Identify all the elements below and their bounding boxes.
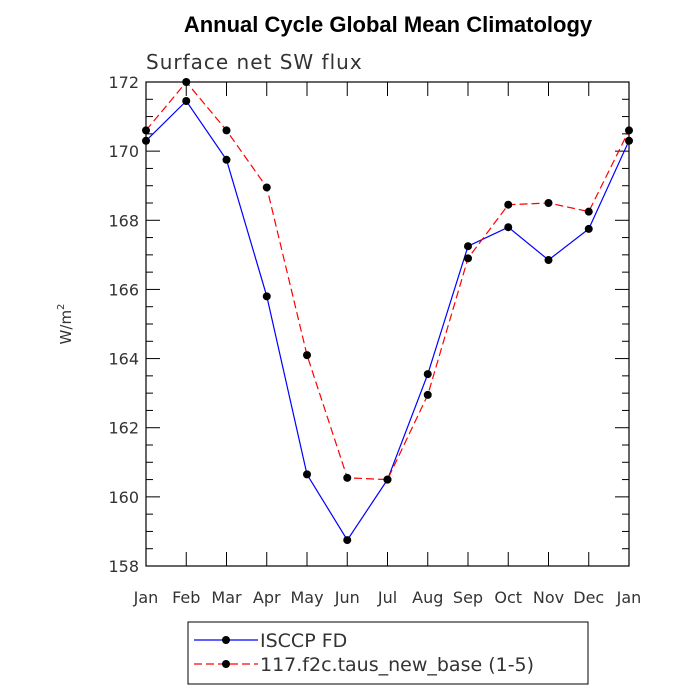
- series-1-point: [544, 256, 553, 265]
- series-2-point: [423, 390, 432, 399]
- series-2-point: [343, 473, 352, 482]
- series-1-point: [423, 370, 432, 379]
- x-tick-label: Sep: [453, 588, 483, 607]
- y-tick-label: 166: [108, 280, 139, 299]
- series-2-point: [464, 254, 472, 263]
- y-tick-label: 168: [108, 211, 139, 230]
- y-tick-label: 158: [108, 557, 139, 576]
- x-tick-label: Jan: [616, 588, 642, 607]
- x-tick-label: Jul: [377, 588, 397, 607]
- series-2-point: [504, 200, 513, 209]
- x-tick-label: Mar: [211, 588, 242, 607]
- x-tick-label: Dec: [573, 588, 604, 607]
- x-tick-label: Jun: [334, 588, 360, 607]
- legend-label-2: 117.f2c.taus_new_base (1-5): [260, 654, 534, 676]
- x-tick-label: Aug: [412, 588, 443, 607]
- series-2-point: [303, 351, 311, 360]
- y-tick-label: 160: [108, 488, 139, 507]
- x-tick-label: Oct: [494, 588, 522, 607]
- plot-area: 158 160 162 164 166 168 170 172 Jan Feb Mar Apr May J…: [108, 73, 641, 607]
- legend-box: [187, 621, 589, 685]
- series-1-point: [504, 223, 513, 232]
- y-axis-label: W/m2: [56, 304, 75, 345]
- series-1-point: [303, 470, 311, 479]
- legend-marker-1: [222, 636, 230, 644]
- series-line-1: [145, 100, 630, 542]
- y-axis-label-superscript: 2: [56, 304, 67, 310]
- series-1-point: [182, 97, 191, 106]
- chart-title: Annual Cycle Global Mean Climatology: [184, 12, 593, 37]
- svg-text:W/m2: W/m2: [56, 304, 75, 345]
- series-1-point: [222, 155, 231, 164]
- x-tick-label: Jan: [133, 588, 159, 607]
- series-1-point: [584, 224, 593, 233]
- series-2-point: [222, 126, 231, 135]
- legend-label-1: ISCCP FD: [260, 630, 347, 652]
- series-line-2: [145, 81, 630, 481]
- chart-subtitle: Surface net SW flux: [146, 50, 363, 74]
- y-tick-label: 170: [108, 142, 139, 161]
- series-2-point: [383, 475, 392, 484]
- plot-frame: [145, 81, 630, 567]
- y-tick-label: 164: [108, 350, 139, 369]
- legend-marker-2: [222, 660, 230, 668]
- x-tick-label: Apr: [253, 588, 281, 607]
- y-tick-label: 162: [108, 419, 139, 438]
- series-1-point: [464, 242, 472, 251]
- y-tick-label: 172: [108, 73, 139, 92]
- x-tick-label: Feb: [172, 588, 200, 607]
- series-2-point: [544, 199, 553, 207]
- series-1-point: [343, 536, 352, 545]
- series-2-point: [262, 183, 271, 192]
- series-1-point: [262, 292, 271, 301]
- x-tick-label: Nov: [533, 588, 564, 607]
- series-2-point: [584, 207, 593, 216]
- y-axis-label-text: W/m: [57, 310, 75, 345]
- x-tick-label: May: [290, 588, 323, 607]
